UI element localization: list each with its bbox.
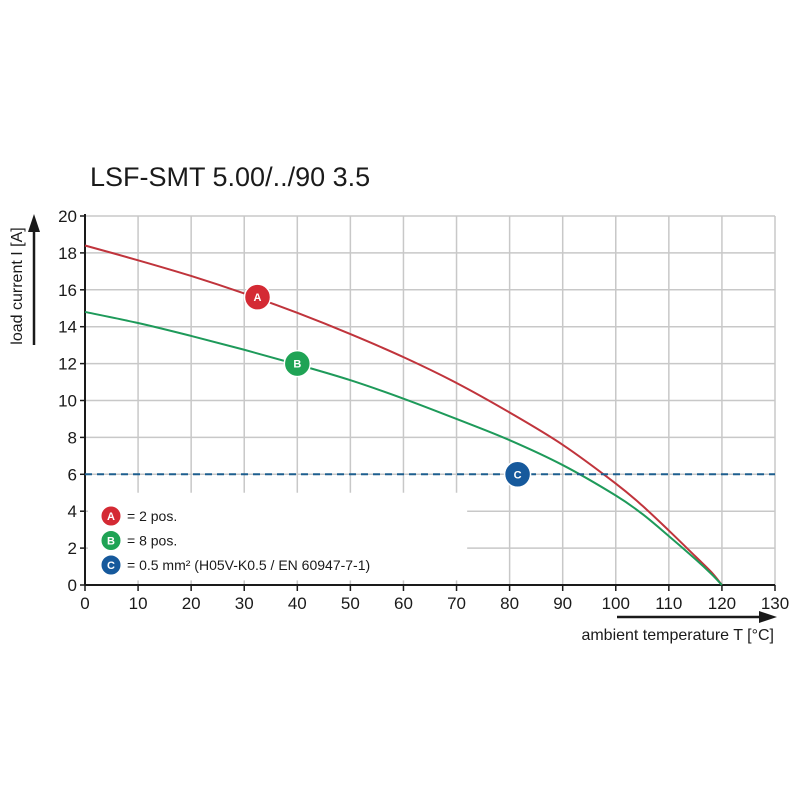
legend-marker-b (100, 530, 122, 551)
x-tick-label: 100 (602, 594, 630, 613)
chart-title: LSF-SMT 5.00/../90 3.5 (90, 162, 370, 192)
legend-entry-text: = 8 pos. (127, 533, 177, 549)
x-axis-arrow-head (759, 611, 777, 623)
y-tick-label: 18 (58, 244, 77, 263)
series-marker-label: A (254, 292, 262, 304)
axes: 0 10 20 30 40 50 60 70 80 90 100 110 120 130 0 2 4 6 8 10 12… (28, 207, 789, 623)
y-tick-label: 14 (58, 318, 77, 337)
x-tick-label: 90 (553, 594, 572, 613)
y-tick-label: 8 (68, 428, 77, 447)
series-group (84, 244, 775, 586)
series-marker-a (243, 283, 272, 311)
legend-marker-c (100, 554, 122, 576)
x-axis-label: ambient temperature T [°C] (581, 627, 774, 644)
x-tick-label: 30 (235, 594, 254, 613)
x-tick-label: 70 (447, 594, 466, 613)
legend-entry-text: = 0.5 mm² (H05V-K0.5 / EN 60947-7-1) (127, 557, 370, 573)
series-line-b (84, 310, 723, 586)
y-tick-label: 2 (68, 539, 77, 558)
legend: A = 2 pos. B = 8 pos. C = 0.5 mm² (H05V-K0.5 … (100, 505, 370, 576)
x-tick-label: 50 (341, 594, 360, 613)
x-tick-label: 40 (288, 594, 307, 613)
x-tick-label: 110 (655, 594, 682, 613)
series-line-a (84, 244, 723, 586)
series-marker-label: B (293, 359, 301, 371)
legend-marker-label: B (107, 536, 115, 548)
x-tick-label: 20 (182, 594, 201, 613)
x-tick-label: 120 (708, 594, 736, 613)
y-tick-label: 0 (68, 576, 77, 595)
x-tick-label: 80 (500, 594, 519, 613)
y-axis-arrow-head (28, 214, 40, 232)
y-tick-label: 10 (58, 392, 77, 411)
y-tick-label: 4 (68, 502, 77, 521)
y-tick-label: 20 (58, 207, 77, 226)
legend-marker-a (100, 505, 122, 527)
series-marker-b (283, 349, 312, 378)
legend-entry-text: = 2 pos. (127, 508, 177, 524)
series-markers: A B C (243, 283, 532, 489)
x-tick-label: 10 (129, 594, 148, 613)
x-tick-label: 0 (80, 594, 89, 613)
series-marker-c (503, 460, 532, 489)
y-tick-label: 16 (58, 281, 77, 300)
legend-marker-label: C (107, 560, 115, 572)
y-tick-label: 6 (68, 465, 77, 484)
series-marker-label: C (514, 469, 522, 481)
x-tick-label: 60 (394, 594, 413, 613)
legend-marker-label: A (107, 511, 115, 523)
legend-background (88, 492, 468, 581)
y-tick-label: 12 (58, 355, 77, 374)
y-axis-label: load current I [A] (9, 227, 26, 344)
x-tick-label: 130 (761, 594, 789, 613)
